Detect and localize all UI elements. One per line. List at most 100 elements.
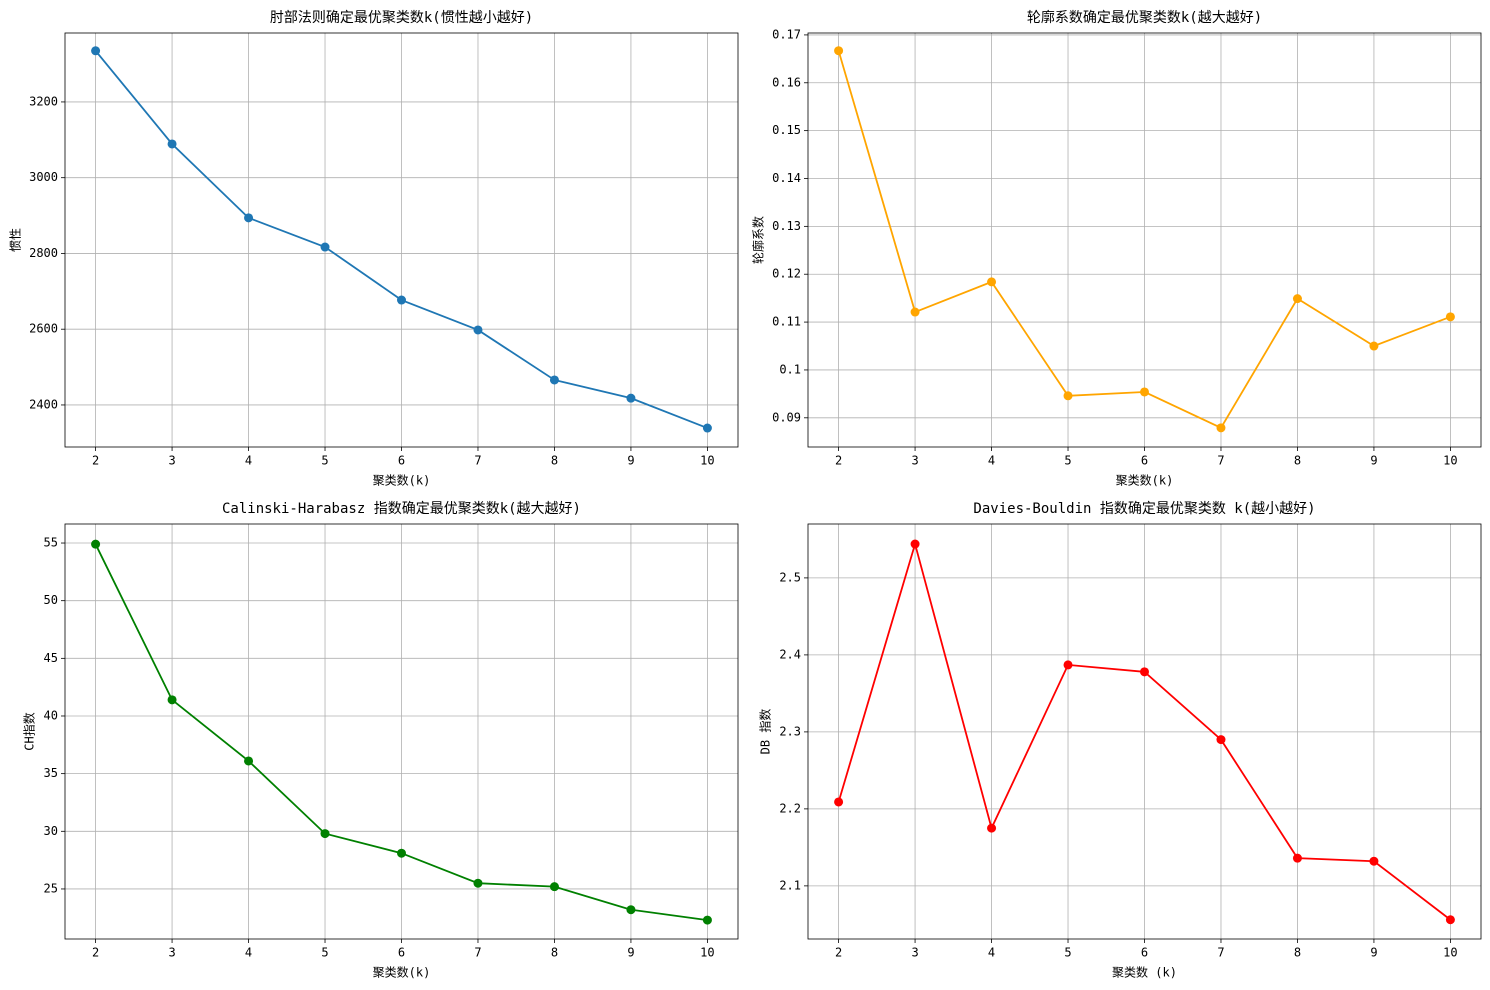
data-point — [244, 756, 254, 766]
y-tick-label: 30 — [44, 824, 58, 838]
data-point — [397, 295, 406, 305]
data-point — [473, 878, 483, 888]
y-tick-label: 45 — [44, 651, 58, 665]
x-tick-label: 3 — [911, 454, 918, 468]
y-tick-label: 0.13 — [772, 219, 801, 233]
data-point — [473, 325, 483, 335]
plot-frame — [64, 32, 739, 448]
y-tick-label: 55 — [44, 536, 58, 550]
x-tick-label: 10 — [700, 454, 714, 468]
data-point — [167, 139, 177, 149]
x-tick-label: 10 — [700, 946, 714, 960]
data-point — [910, 539, 920, 549]
x-tick-label: 9 — [627, 454, 634, 468]
data-point — [320, 829, 330, 839]
data-point — [1369, 341, 1379, 351]
x-tick-label: 7 — [474, 946, 481, 960]
x-tick-label: 9 — [1370, 454, 1377, 468]
x-tick-label: 6 — [398, 946, 405, 960]
data-point — [549, 882, 559, 892]
x-tick-label: 2 — [92, 946, 99, 960]
y-tick-label: 0.11 — [772, 315, 801, 329]
x-tick-label: 8 — [1294, 946, 1301, 960]
y-tick-label: 0.16 — [772, 75, 801, 89]
x-tick-label: 10 — [1443, 946, 1457, 960]
x-tick-label: 4 — [245, 454, 252, 468]
x-tick-label: 3 — [911, 946, 918, 960]
chart-title: 肘部法则确定最优聚类数k(惯性越小越好) — [270, 9, 533, 26]
x-tick-label: 8 — [551, 454, 558, 468]
data-point — [1369, 856, 1379, 866]
data-point — [91, 46, 101, 56]
x-tick-label: 7 — [1217, 454, 1224, 468]
y-tick-label: 25 — [44, 881, 58, 895]
y-axis-label: CH指数 — [22, 712, 37, 750]
y-tick-label: 2400 — [29, 397, 58, 411]
x-tick-label: 8 — [551, 946, 558, 960]
data-point — [1216, 735, 1226, 745]
data-point — [1445, 915, 1455, 925]
data-point — [1292, 294, 1302, 304]
y-tick-label: 2.2 — [779, 801, 801, 815]
y-axis-label: 轮廓系数 — [751, 216, 766, 264]
x-axis-label: 聚类数(k) — [1116, 473, 1174, 488]
x-tick-label: 3 — [168, 454, 175, 468]
data-point — [91, 539, 101, 549]
y-tick-label: 2.5 — [779, 570, 801, 584]
x-axis-label: 聚类数 (k) — [1112, 965, 1177, 980]
chart-title: Davies-Bouldin 指数确定最优聚类数 k(越小越好) — [973, 501, 1315, 517]
data-point — [1445, 312, 1455, 322]
data-point — [910, 307, 920, 317]
x-tick-label: 7 — [1217, 946, 1224, 960]
x-tick-label: 5 — [1064, 946, 1071, 960]
x-tick-label: 3 — [168, 946, 175, 960]
y-tick-label: 0.09 — [772, 410, 801, 424]
y-axis-label: DB 指数 — [758, 709, 773, 755]
y-tick-label: 2.4 — [779, 647, 801, 661]
y-tick-label: 2600 — [29, 322, 58, 336]
x-tick-label: 6 — [1141, 454, 1148, 468]
y-tick-label: 40 — [44, 708, 58, 722]
x-tick-label: 2 — [92, 454, 99, 468]
y-tick-label: 0.17 — [772, 27, 801, 41]
x-tick-label: 4 — [988, 946, 995, 960]
x-tick-label: 4 — [245, 946, 252, 960]
x-tick-label: 6 — [398, 454, 405, 468]
data-point — [1063, 391, 1073, 401]
data-point — [1140, 667, 1149, 677]
y-tick-label: 50 — [44, 593, 58, 607]
chart-title: Calinski-Harabasz 指数确定最优聚类数k(越大越好) — [222, 501, 581, 517]
y-tick-label: 2.1 — [779, 878, 801, 892]
x-tick-label: 2 — [835, 454, 842, 468]
x-tick-label: 5 — [321, 454, 328, 468]
data-point — [834, 46, 844, 56]
plot-frame — [64, 523, 739, 940]
x-axis-label: 聚类数(k) — [373, 965, 431, 980]
x-tick-label: 5 — [321, 946, 328, 960]
data-point — [987, 277, 997, 287]
chart-title: 轮廓系数确定最优聚类数k(越大越好) — [1027, 9, 1262, 26]
data-point — [702, 915, 712, 925]
y-tick-label: 0.14 — [772, 171, 801, 185]
data-point — [549, 375, 559, 385]
x-tick-label: 6 — [1141, 946, 1148, 960]
x-tick-label: 8 — [1294, 454, 1301, 468]
data-point — [702, 423, 712, 433]
plot-frame — [807, 32, 1482, 448]
x-tick-label: 2 — [835, 946, 842, 960]
y-tick-label: 3200 — [29, 94, 58, 108]
x-tick-label: 9 — [627, 946, 634, 960]
data-point — [167, 695, 177, 705]
y-tick-label: 2.3 — [779, 724, 801, 738]
data-point — [626, 393, 636, 403]
x-tick-label: 10 — [1443, 454, 1457, 468]
data-point — [1140, 387, 1149, 397]
x-tick-label: 9 — [1370, 946, 1377, 960]
data-point — [397, 848, 406, 858]
x-tick-label: 5 — [1064, 454, 1071, 468]
data-point — [834, 797, 844, 807]
data-point — [1063, 660, 1073, 670]
data-point — [1292, 853, 1302, 863]
